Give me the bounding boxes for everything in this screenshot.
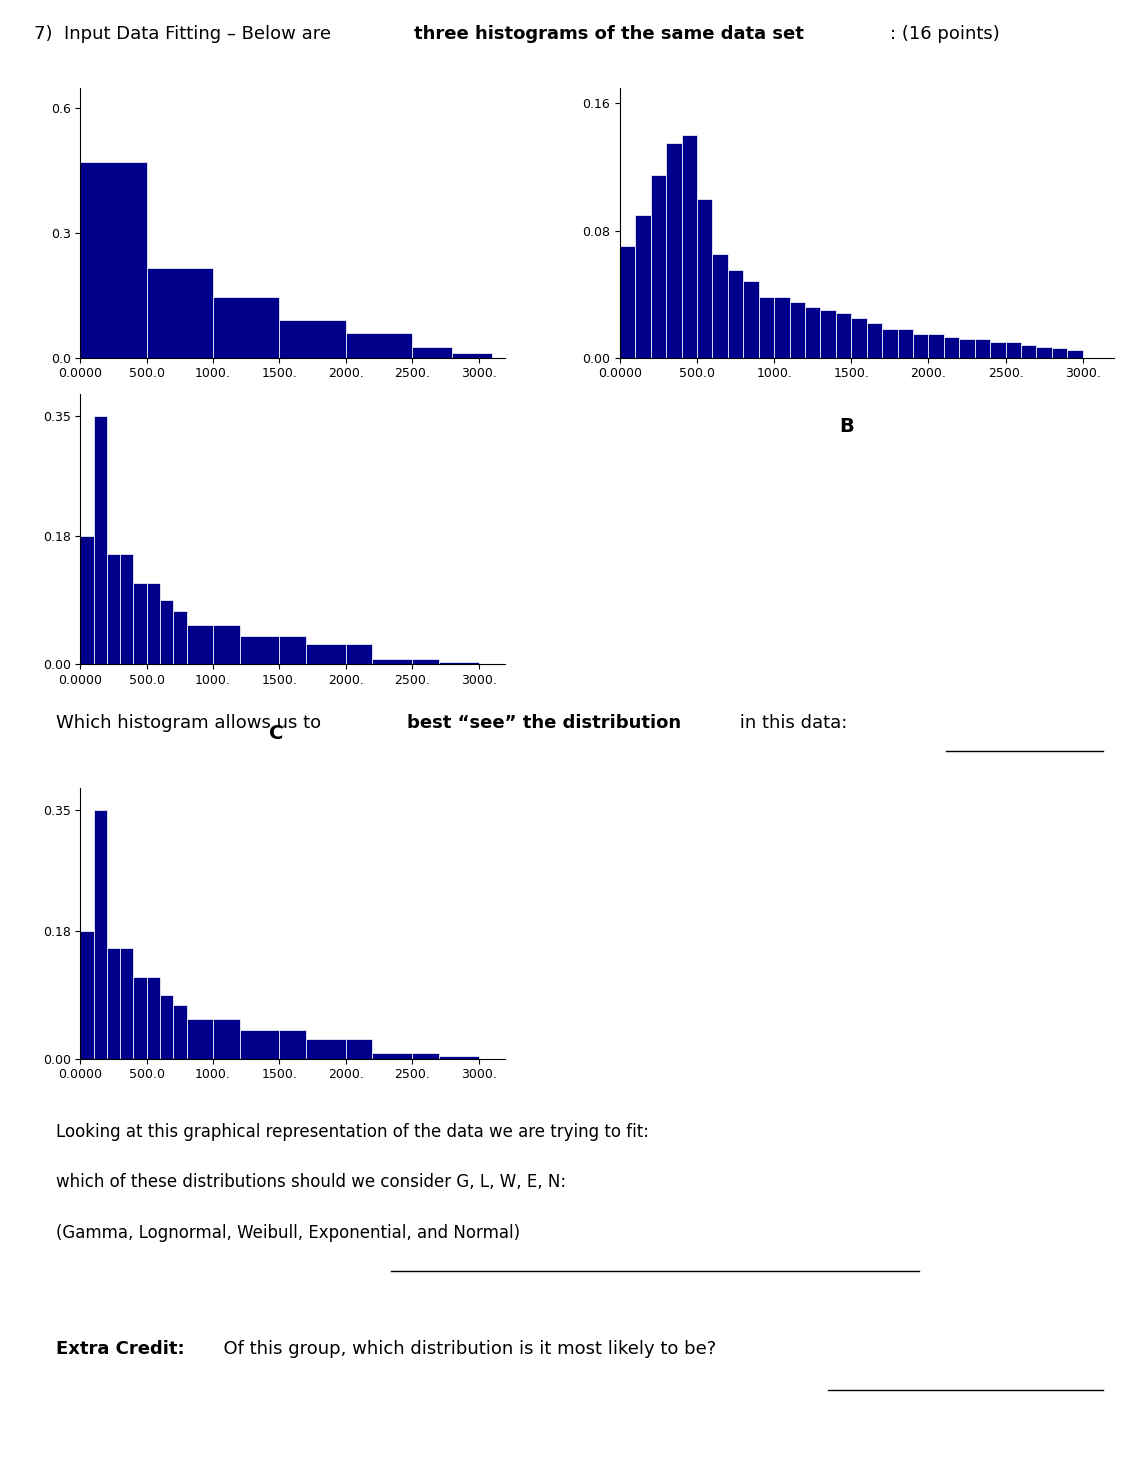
Bar xyxy=(121,555,133,664)
Text: : (16 points): : (16 points) xyxy=(890,25,1000,44)
Bar xyxy=(121,949,133,1058)
Bar xyxy=(214,298,279,358)
Bar xyxy=(173,610,186,664)
Bar xyxy=(666,143,682,358)
Bar xyxy=(133,977,147,1058)
Bar xyxy=(913,334,929,358)
Text: 7)  Input Data Fitting – Below are: 7) Input Data Fitting – Below are xyxy=(34,25,338,44)
Bar xyxy=(186,1019,214,1058)
Text: A: A xyxy=(269,418,284,437)
Bar xyxy=(682,136,697,358)
Bar xyxy=(990,342,1006,358)
Bar xyxy=(929,334,944,358)
Text: three histograms of the same data set: three histograms of the same data set xyxy=(414,25,804,44)
Bar xyxy=(346,1038,372,1058)
Bar xyxy=(651,175,666,358)
Bar xyxy=(279,320,346,358)
Bar xyxy=(1068,350,1083,358)
Text: Looking at this graphical representation of the data we are trying to fit:: Looking at this graphical representation… xyxy=(56,1123,649,1142)
Bar xyxy=(713,254,728,358)
Bar xyxy=(133,583,147,664)
Bar xyxy=(240,637,279,664)
Bar xyxy=(214,1019,240,1058)
Bar xyxy=(774,298,790,358)
Bar xyxy=(1021,345,1037,358)
Bar xyxy=(279,1031,307,1058)
Text: (Gamma, Lognormal, Weibull, Exponential, and Normal): (Gamma, Lognormal, Weibull, Exponential,… xyxy=(56,1223,520,1242)
Bar xyxy=(147,583,160,664)
Bar xyxy=(147,269,214,358)
Bar xyxy=(412,658,439,664)
Bar xyxy=(821,310,836,358)
Bar xyxy=(240,1031,279,1058)
Bar xyxy=(1006,342,1021,358)
Text: C: C xyxy=(269,724,282,743)
Text: best “see” the distribution: best “see” the distribution xyxy=(406,714,681,731)
Bar xyxy=(728,270,744,358)
Bar xyxy=(173,1004,186,1058)
Bar xyxy=(107,555,121,664)
Text: B: B xyxy=(839,418,854,437)
Bar xyxy=(805,307,821,358)
Bar xyxy=(867,323,882,358)
Bar xyxy=(94,416,107,664)
Bar xyxy=(975,339,990,358)
Bar xyxy=(439,1057,479,1058)
Bar xyxy=(346,644,372,664)
Bar xyxy=(744,282,759,358)
Bar xyxy=(372,658,412,664)
Bar xyxy=(790,302,805,358)
Bar xyxy=(836,314,852,358)
Bar xyxy=(307,644,346,664)
Bar xyxy=(960,339,975,358)
Bar xyxy=(372,1053,412,1058)
Bar xyxy=(635,215,651,358)
Bar xyxy=(1037,346,1052,358)
Text: Of this group, which distribution is it most likely to be?: Of this group, which distribution is it … xyxy=(212,1340,716,1358)
Bar xyxy=(439,663,479,664)
Bar xyxy=(279,637,307,664)
Bar xyxy=(759,298,774,358)
Bar xyxy=(620,247,635,358)
Bar xyxy=(80,162,147,358)
Bar xyxy=(94,810,107,1058)
Bar xyxy=(898,328,913,358)
Bar xyxy=(882,328,898,358)
Bar xyxy=(307,1038,346,1058)
Bar xyxy=(80,536,94,664)
Bar xyxy=(944,337,960,358)
Bar xyxy=(80,930,94,1058)
Bar xyxy=(147,977,160,1058)
Text: Which histogram allows us to: Which histogram allows us to xyxy=(56,714,327,731)
Bar xyxy=(160,994,173,1058)
Bar xyxy=(107,949,121,1058)
Bar xyxy=(186,625,214,664)
Bar xyxy=(214,625,240,664)
Text: Extra Credit:: Extra Credit: xyxy=(56,1340,185,1358)
Text: in this data:: in this data: xyxy=(734,714,847,731)
Bar xyxy=(412,1053,439,1058)
Bar xyxy=(346,333,412,358)
Text: which of these distributions should we consider G, L, W, E, N:: which of these distributions should we c… xyxy=(56,1174,566,1191)
Bar xyxy=(160,600,173,664)
Bar xyxy=(412,347,452,358)
Bar xyxy=(697,199,713,358)
Bar xyxy=(1052,347,1068,358)
Bar xyxy=(452,353,491,358)
Bar xyxy=(852,318,867,358)
